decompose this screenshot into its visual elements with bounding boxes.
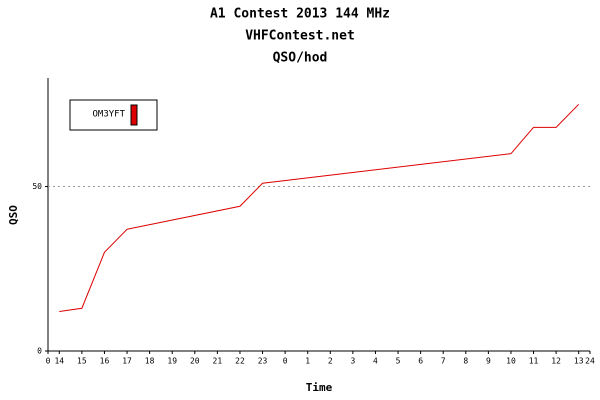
- x-tick-label: 15: [77, 357, 87, 366]
- x-tick-label: 0: [46, 357, 51, 366]
- x-tick-label: 21: [213, 357, 223, 366]
- x-tick-label: 16: [100, 357, 110, 366]
- x-tick-label: 23: [258, 357, 268, 366]
- x-tick-label: 9: [486, 357, 491, 366]
- x-tick-label: 7: [441, 357, 446, 366]
- x-tick-label: 20: [190, 357, 200, 366]
- x-tick-label: 22: [235, 357, 245, 366]
- x-tick-label: 1: [305, 357, 310, 366]
- x-tick-label: 24: [585, 357, 595, 366]
- x-tick-label: 6: [418, 357, 423, 366]
- x-tick-label: 17: [122, 357, 132, 366]
- x-tick-label: 5: [396, 357, 401, 366]
- x-tick-label: 2: [328, 357, 333, 366]
- x-tick-label: 11: [529, 357, 539, 366]
- x-tick-label: 4: [373, 357, 378, 366]
- y-tick-label: 0: [37, 347, 42, 356]
- chart-subtitle: VHFContest.net: [245, 29, 355, 44]
- y-axis-label: QSO: [7, 205, 20, 225]
- legend-label: OM3YFT: [92, 110, 125, 120]
- x-tick-label: 10: [506, 357, 516, 366]
- x-tick-label: 13: [574, 357, 584, 366]
- chart-subtitle: QSO/hod: [273, 51, 328, 66]
- series-line: [59, 103, 580, 313]
- x-tick-label: 0: [283, 357, 288, 366]
- x-axis-label: Time: [306, 381, 333, 394]
- y-tick-label: 50: [32, 182, 42, 191]
- x-tick-label: 18: [145, 357, 155, 366]
- chart-title: A1 Contest 2013 144 MHz: [210, 7, 390, 22]
- x-tick-label: 12: [551, 357, 561, 366]
- x-tick-label: 8: [463, 357, 468, 366]
- x-tick-label: 14: [54, 357, 64, 366]
- x-tick-label: 19: [167, 357, 177, 366]
- legend-swatch: [130, 104, 138, 126]
- x-tick-label: 3: [350, 357, 355, 366]
- legend-box: [69, 99, 158, 131]
